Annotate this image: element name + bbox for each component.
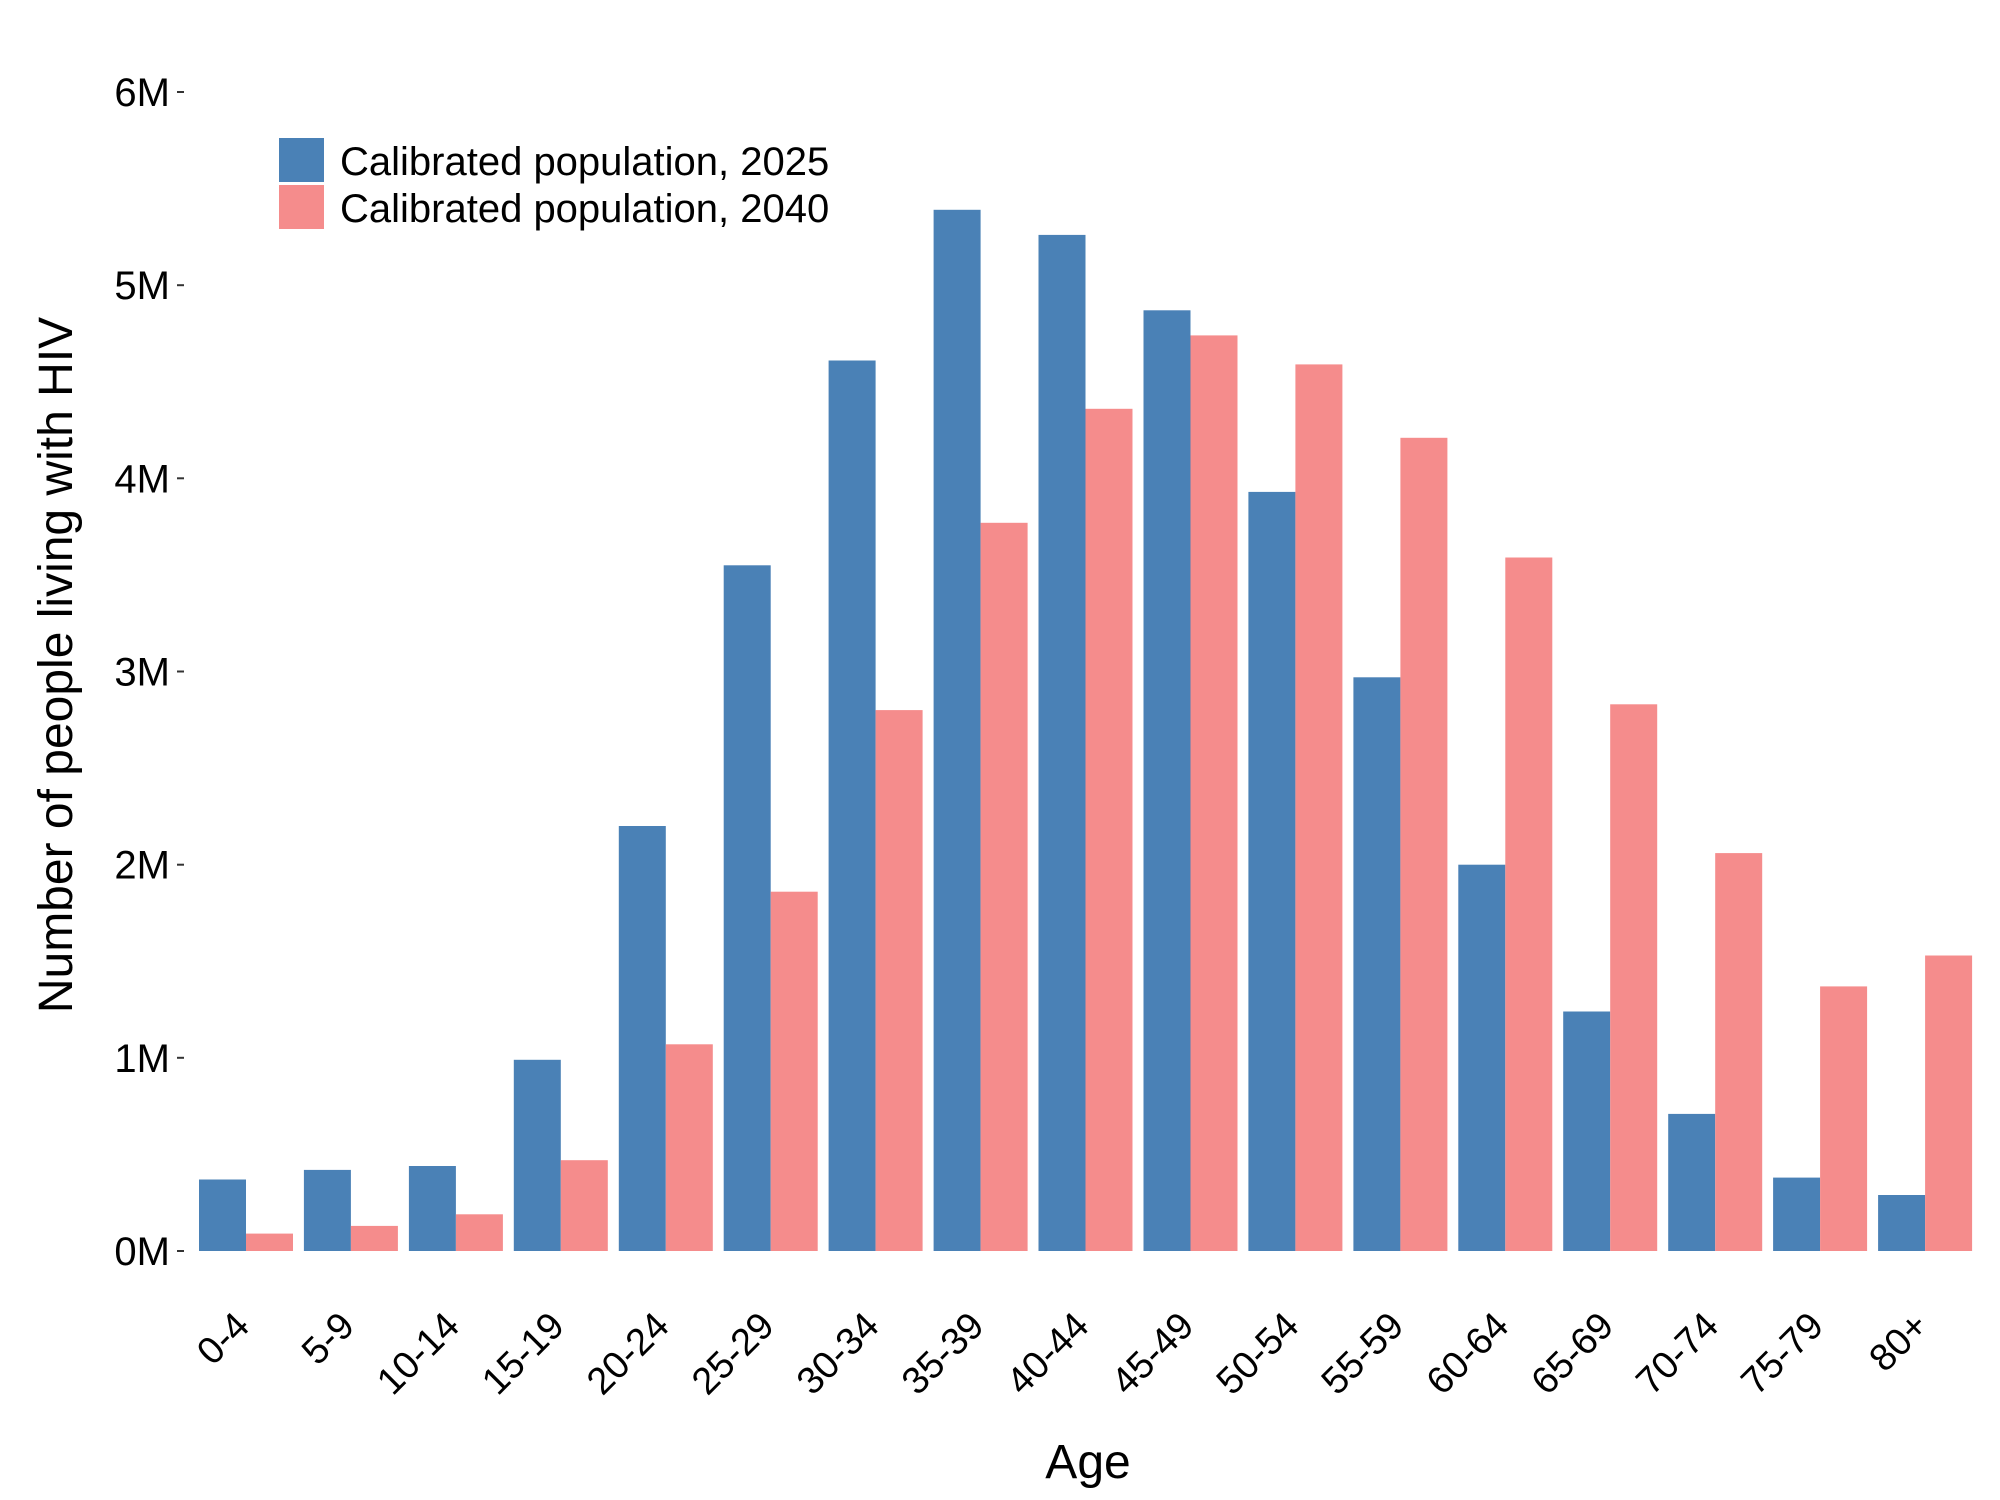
bar-series-1-60-64 — [1458, 864, 1506, 1251]
x-tick-label: 80+ — [1862, 1305, 1937, 1380]
bar-series-2-60-64 — [1505, 557, 1553, 1251]
bar-series-1-10-14 — [408, 1166, 456, 1251]
y-tick-label: 6M — [114, 71, 170, 115]
y-tick-label: 4M — [114, 457, 170, 501]
bar-series-1-45-49 — [1143, 310, 1191, 1251]
x-axis-title: Age — [1045, 1436, 1130, 1489]
bar-series-2-80+ — [1925, 955, 1973, 1251]
bar-series-2-35-39 — [980, 522, 1028, 1251]
bar-series-2-75-79 — [1820, 986, 1868, 1251]
bar-series-2-50-54 — [1295, 364, 1343, 1251]
x-tick-label: 40-44 — [999, 1305, 1097, 1403]
legend-swatch-2040 — [279, 185, 324, 229]
y-tick-label: 1M — [114, 1037, 170, 1081]
bars-layer — [199, 209, 1973, 1251]
bar-series-1-65-69 — [1563, 1011, 1611, 1251]
x-tick-label: 45-49 — [1104, 1305, 1202, 1403]
y-axis: 0M 1M 2M 3M 4M 5M 6M — [114, 71, 184, 1274]
bar-series-1-55-59 — [1353, 677, 1401, 1251]
bar-series-2-15-19 — [560, 1160, 608, 1251]
legend-label-2040: Calibrated population, 2040 — [340, 187, 829, 231]
bar-series-2-45-49 — [1190, 335, 1238, 1251]
bar-series-2-30-34 — [875, 710, 923, 1251]
bar-series-1-75-79 — [1773, 1177, 1821, 1251]
x-tick-label: 50-54 — [1209, 1305, 1307, 1403]
x-tick-label: 0-4 — [189, 1305, 258, 1374]
x-tick-label: 75-79 — [1734, 1305, 1832, 1403]
bar-series-2-65-69 — [1610, 704, 1658, 1251]
y-tick-label: 2M — [114, 844, 170, 888]
bar-series-1-15-19 — [513, 1059, 561, 1251]
bar-series-1-0-4 — [199, 1179, 246, 1251]
bar-series-1-70-74 — [1668, 1113, 1716, 1251]
legend-label-2025: Calibrated population, 2025 — [340, 140, 829, 184]
bar-series-2-55-59 — [1400, 437, 1448, 1251]
bar-series-2-20-24 — [665, 1044, 713, 1251]
x-tick-label: 15-19 — [474, 1305, 572, 1403]
bar-series-1-35-39 — [933, 209, 981, 1251]
x-tick-label: 55-59 — [1314, 1305, 1412, 1403]
x-tick-label: 70-74 — [1629, 1305, 1727, 1403]
bar-series-1-40-44 — [1038, 234, 1086, 1251]
y-tick-label: 5M — [114, 264, 170, 308]
y-tick-label: 3M — [114, 651, 170, 695]
y-axis-title: Number of people living with HIV — [30, 317, 83, 1013]
x-tick-label: 65-69 — [1524, 1305, 1622, 1403]
bar-series-2-0-4 — [246, 1233, 293, 1251]
bar-series-2-40-44 — [1085, 408, 1133, 1251]
legend-swatch-2025 — [279, 138, 324, 182]
x-tick-label: 20-24 — [579, 1305, 677, 1403]
bar-series-1-20-24 — [618, 826, 666, 1251]
bar-series-1-5-9 — [303, 1169, 351, 1251]
x-tick-label: 25-29 — [684, 1305, 782, 1403]
x-tick-label: 10-14 — [369, 1305, 467, 1403]
y-tick-label: 0M — [114, 1230, 170, 1274]
bar-series-2-25-29 — [770, 891, 818, 1251]
bar-series-1-30-34 — [828, 360, 876, 1251]
x-tick-label: 35-39 — [894, 1305, 992, 1403]
bar-series-2-10-14 — [455, 1214, 503, 1251]
bar-series-1-80+ — [1878, 1195, 1926, 1251]
x-tick-label: 5-9 — [294, 1305, 363, 1374]
x-axis: 0-4 5-9 10-14 15-19 20-24 25-29 30-34 35-39 40-4… — [189, 1305, 1937, 1403]
bar-series-1-25-29 — [723, 565, 771, 1251]
x-tick-label: 30-34 — [789, 1305, 887, 1403]
bar-series-2-5-9 — [350, 1225, 398, 1251]
x-tick-label: 60-64 — [1419, 1305, 1517, 1403]
bar-series-2-70-74 — [1715, 853, 1763, 1251]
bar-series-1-50-54 — [1248, 491, 1296, 1251]
